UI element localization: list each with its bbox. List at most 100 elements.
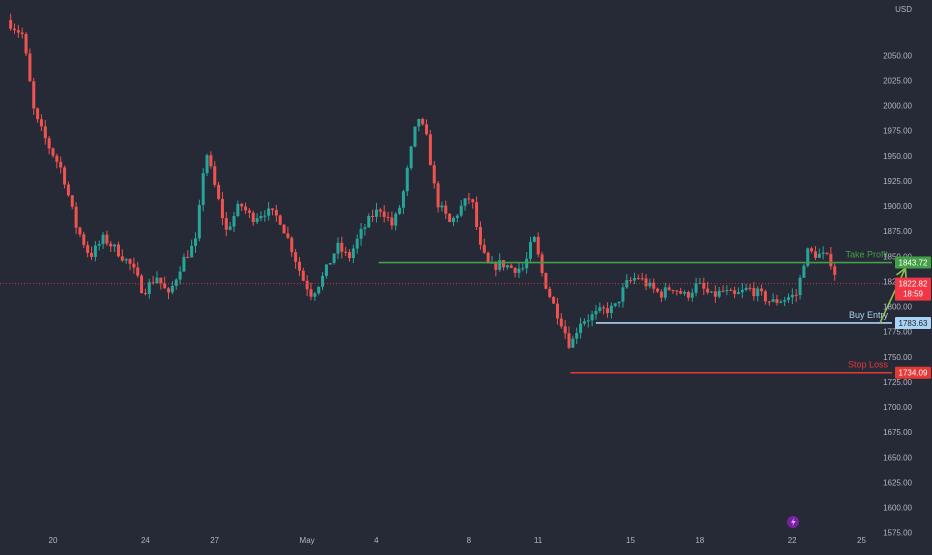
- candle: [282, 224, 286, 234]
- candle: [132, 257, 136, 274]
- time-axis[interactable]: 20 24 27 May 4 8 11 15 18 22 25: [49, 536, 867, 545]
- candle: [740, 282, 744, 299]
- candle: [32, 78, 36, 115]
- candle: [629, 276, 633, 284]
- candle: [386, 211, 390, 222]
- candle: [271, 208, 275, 216]
- candle: [586, 314, 590, 328]
- candle: [833, 262, 837, 281]
- candle: [536, 232, 540, 258]
- date-tick-label: 20: [49, 536, 58, 545]
- candle: [632, 272, 636, 285]
- candle: [532, 235, 536, 243]
- candle: [236, 200, 240, 218]
- candle: [513, 267, 517, 278]
- candle: [475, 196, 479, 230]
- candle: [24, 32, 28, 57]
- candle: [247, 207, 251, 219]
- candle: [648, 278, 652, 289]
- candle: [355, 234, 359, 254]
- candle: [324, 264, 328, 279]
- candle: [348, 249, 352, 262]
- candle: [401, 189, 405, 215]
- candle: [267, 202, 271, 221]
- date-tick-label: 11: [534, 536, 543, 545]
- price-tick-label: 1975.00: [883, 127, 912, 136]
- candle: [463, 198, 467, 211]
- candle: [213, 161, 217, 188]
- candle: [763, 289, 767, 305]
- candle: [744, 283, 748, 292]
- candle: [263, 210, 267, 222]
- candle: [617, 301, 621, 308]
- candle: [579, 317, 583, 339]
- candle: [336, 237, 340, 260]
- candle: [294, 248, 298, 269]
- candle: [736, 287, 740, 295]
- candle: [255, 213, 259, 225]
- candle: [170, 281, 174, 295]
- candle: [775, 294, 779, 306]
- candle: [197, 199, 201, 242]
- candle: [367, 213, 371, 228]
- candles-layer: [9, 13, 837, 350]
- candle: [409, 145, 413, 171]
- candle: [559, 313, 563, 329]
- candle: [43, 119, 47, 145]
- candle: [428, 129, 432, 166]
- candle: [606, 302, 610, 318]
- candle: [313, 291, 317, 301]
- candle: [413, 126, 417, 148]
- candle: [390, 211, 394, 230]
- candle: [113, 243, 117, 253]
- candle: [382, 205, 386, 223]
- currency-label[interactable]: USD: [895, 5, 912, 14]
- candle: [444, 200, 448, 219]
- candle: [729, 287, 733, 292]
- price-tick-label: 1700.00: [883, 403, 912, 412]
- lightning-glyph: [791, 517, 796, 527]
- candle: [721, 285, 725, 293]
- candle: [771, 293, 775, 303]
- alert-badge[interactable]: [787, 516, 799, 528]
- candle: [663, 282, 667, 301]
- candle: [471, 198, 475, 209]
- candle: [128, 258, 132, 271]
- candle: [47, 135, 51, 155]
- candle: [667, 284, 671, 291]
- candle: [93, 241, 97, 262]
- candle: [136, 262, 140, 278]
- date-tick-label: 27: [210, 536, 219, 545]
- candle: [228, 221, 232, 231]
- candle: [790, 288, 794, 304]
- candle: [186, 250, 190, 259]
- candle: [82, 231, 86, 249]
- candle: [124, 258, 128, 264]
- candle: [810, 246, 814, 254]
- candle: [555, 297, 559, 325]
- candle: [305, 275, 309, 297]
- candle: [163, 276, 167, 289]
- stop-loss-price: 1734.09: [899, 369, 928, 378]
- candle: [659, 289, 663, 303]
- candle: [143, 288, 147, 296]
- candle: [70, 194, 74, 210]
- candle: [725, 285, 729, 296]
- candle: [760, 284, 764, 296]
- candle: [321, 272, 325, 291]
- candle: [702, 277, 706, 295]
- candle: [505, 264, 509, 270]
- candle: [371, 209, 375, 222]
- candle: [286, 226, 290, 240]
- price-tick-label: 1575.00: [883, 529, 912, 538]
- candle: [825, 252, 829, 256]
- candle: [13, 23, 17, 34]
- price-tick-label: 1650.00: [883, 453, 912, 462]
- price-tick-label: 2050.00: [883, 51, 912, 60]
- candle: [683, 290, 687, 296]
- candle: [829, 246, 833, 270]
- date-tick-label: 8: [467, 536, 472, 545]
